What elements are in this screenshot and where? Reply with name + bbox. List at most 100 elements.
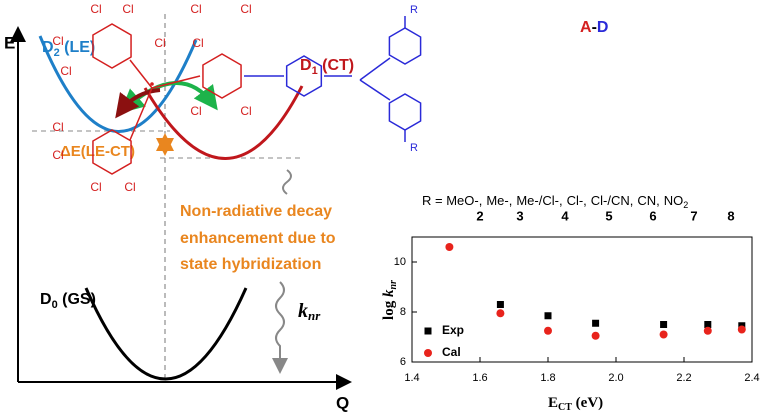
d1-curve (143, 85, 304, 160)
d1-sub: 1 (312, 65, 318, 77)
point (591, 331, 600, 340)
x-label-main: E (548, 395, 558, 411)
d0-curve (84, 287, 248, 381)
ring (92, 23, 132, 69)
y-tick-label: 6 (400, 356, 406, 368)
d2-label: D2 (LE) (42, 39, 95, 59)
cl-label: Cl (240, 104, 251, 118)
cl-label: Cl (190, 2, 201, 16)
r-item: Cl-/CN, (591, 193, 634, 208)
r-item: Me-, (486, 193, 512, 208)
legend-label: Cal (442, 345, 461, 359)
donor-label: D (597, 19, 609, 36)
r-sub: 2 (683, 200, 688, 210)
r-item: Me-/Cl-, (516, 193, 562, 208)
compound-number: 4 (561, 208, 569, 223)
point (544, 312, 552, 320)
x-axis-label: ECT (eV) (548, 395, 603, 413)
cl-label: Cl (52, 148, 63, 162)
x-tick-label: 1.6 (472, 372, 487, 384)
wavy-arrow (282, 169, 292, 195)
cl-label: Cl (240, 2, 251, 16)
x-tick-label: 2.4 (744, 372, 759, 384)
r-list: R = MeO-, Me-, Me-/Cl-, Cl-, Cl-/CN, CN, NO2 (422, 193, 688, 210)
d2-rest: (LE) (60, 39, 96, 56)
note-line: enhancement due to (180, 230, 336, 247)
point (737, 325, 746, 334)
plot-frame (411, 236, 753, 363)
compound-number: 3 (516, 208, 523, 223)
x-label-sub: CT (558, 402, 572, 413)
x-tick-label: 2.2 (676, 372, 691, 384)
cl-label: Cl (52, 34, 63, 48)
d0-main: D (40, 291, 52, 308)
molecule-label: A-D (580, 19, 608, 36)
e-axis-label: E (4, 33, 15, 52)
knr-label: knr (298, 300, 321, 323)
cl-label: Cl (60, 64, 71, 78)
d1-main: D (300, 57, 312, 74)
r-item: CN, (637, 193, 659, 208)
acceptor-label: A (580, 19, 592, 36)
bond (151, 75, 201, 89)
compound-number: 8 (727, 208, 734, 223)
compound-number: 6 (649, 208, 656, 223)
point (704, 321, 712, 328)
cl-label: Cl (124, 180, 135, 194)
cl-label: Cl (190, 104, 201, 118)
wavy-arrow (272, 281, 288, 374)
legend-label: Exp (442, 323, 464, 337)
note-line: state hybridization (180, 256, 321, 273)
r-item: Cl-, (567, 193, 587, 208)
y-label-italic: k (381, 289, 397, 297)
r-item: NO (664, 193, 684, 208)
bond (129, 87, 153, 141)
y-axis-label: log knr (381, 280, 399, 320)
bond (359, 57, 391, 81)
compound-number: 7 (690, 208, 697, 223)
cl-label: Cl (52, 120, 63, 134)
x-label-rest: (eV) (572, 395, 603, 411)
bond (129, 59, 153, 89)
y-label-sub: nr (388, 280, 399, 290)
point (703, 326, 712, 335)
cl-label: Cl (90, 180, 101, 194)
ring (202, 53, 242, 99)
point (544, 326, 552, 335)
compound-number: 5 (605, 208, 612, 223)
d2-main: D (42, 39, 54, 56)
dash: - (592, 19, 597, 36)
energy-diagram: E Q D2 (LE) D1 (CT) D0 (GS) ΔE(LE-CT) No… (4, 14, 354, 412)
point (660, 321, 668, 328)
d1-rest: (CT) (318, 57, 354, 74)
cl-label: Cl (90, 2, 101, 16)
legend-marker (424, 327, 432, 335)
x-tick-label: 1.4 (404, 372, 419, 384)
r-label: R (410, 142, 418, 154)
chart: ECT (eV) log knr 1.4 1.6 1.8 2.0 2.2 2.4 6 8 10 E… (381, 236, 760, 413)
cl-label: Cl (192, 36, 203, 50)
d1-label: D1 (CT) (300, 57, 354, 77)
point (496, 309, 505, 318)
knr-sub: nr (308, 308, 321, 323)
red-arrow (115, 88, 161, 119)
ring (388, 93, 422, 131)
y-tick-label: 8 (400, 306, 406, 318)
q-axis-label: Q (336, 393, 349, 412)
ring (92, 129, 132, 175)
y-tick-label: 10 (394, 256, 406, 268)
cl-label: Cl (122, 2, 133, 16)
molecule: A-D R = MeO-, Me-, Me-/Cl-, Cl-, Cl-/CN, CN, N… (52, 2, 734, 223)
point (445, 243, 454, 251)
d2-sub: 2 (54, 47, 60, 59)
d0-label: D0 (GS) (40, 291, 96, 311)
delta-e-label: ΔE(LE-CT) (60, 143, 135, 160)
compound-number: 2 (476, 208, 483, 223)
y-label-main: log (381, 297, 397, 320)
r-prefix: R = (422, 193, 446, 208)
point (659, 330, 668, 339)
point (496, 301, 504, 308)
point (592, 319, 600, 327)
r-label: R (410, 4, 418, 16)
